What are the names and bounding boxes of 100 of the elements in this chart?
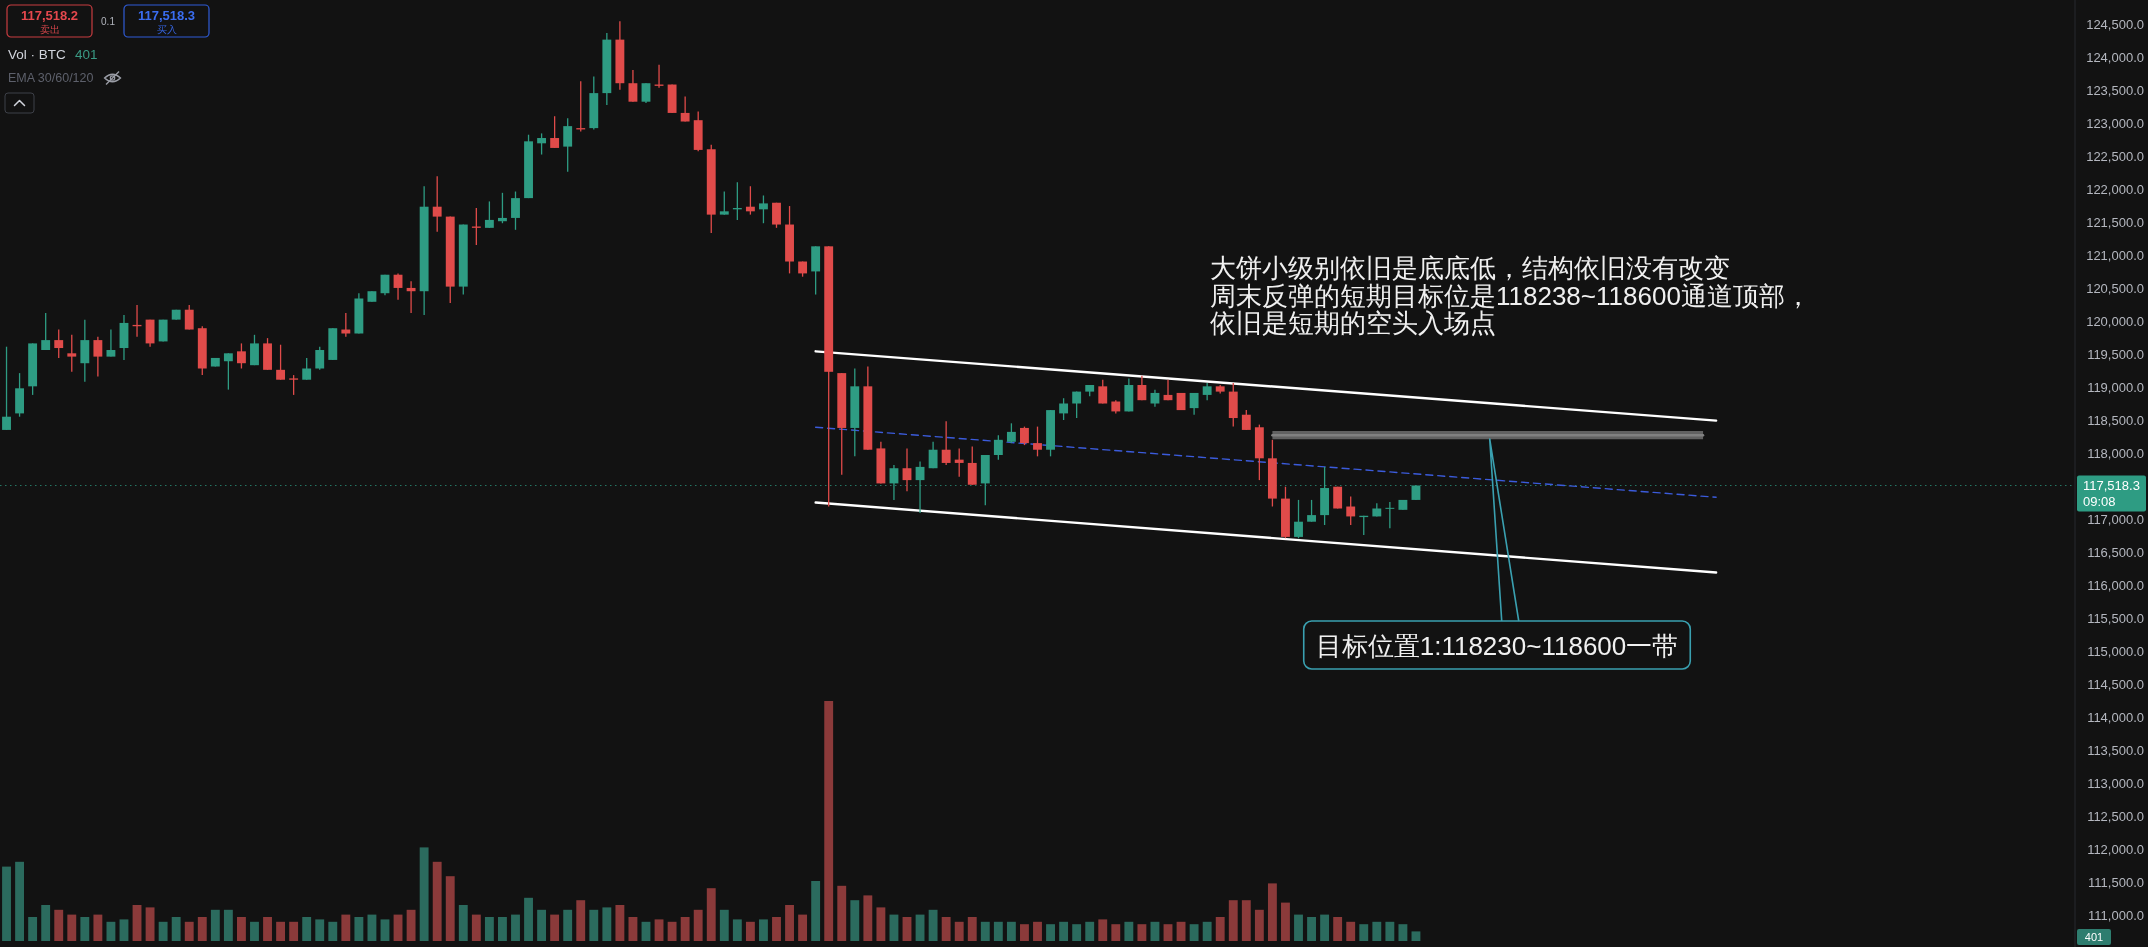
bar: [745, 921, 755, 941]
bar: [1372, 921, 1382, 941]
bar: [67, 914, 77, 941]
bar: [511, 914, 520, 941]
bar: [1359, 924, 1369, 941]
bar: [106, 921, 116, 941]
bar: [406, 909, 416, 941]
bar: [458, 905, 468, 941]
y-tick-label: 122,000.0: [2086, 182, 2144, 198]
bar: [876, 907, 886, 941]
bar: [184, 921, 194, 941]
bar: [54, 909, 64, 941]
bar: [28, 917, 38, 941]
bar: [785, 905, 794, 941]
y-tick-label: 120,500.0: [2086, 281, 2144, 297]
bar: [772, 917, 781, 941]
bar: [1033, 921, 1042, 941]
y-tick-label: 117,000.0: [2087, 512, 2144, 528]
bar: [576, 900, 586, 941]
y-tick-label: 113,500.0: [2087, 743, 2144, 759]
bar: [902, 917, 912, 941]
bar: [1085, 921, 1095, 941]
bar: [445, 876, 455, 941]
bar: [132, 905, 142, 941]
bar: [119, 919, 129, 941]
bar: [250, 921, 259, 941]
bar: [719, 909, 729, 941]
bar: [1281, 902, 1290, 941]
bar: [302, 917, 312, 941]
y-tick-label: 123,500.0: [2086, 82, 2144, 98]
bar: [628, 917, 638, 941]
bar: [1254, 909, 1264, 941]
bar: [1385, 921, 1395, 941]
bar: [824, 701, 834, 941]
bar: [1098, 919, 1108, 941]
bar: [1124, 921, 1134, 941]
bar: [667, 921, 677, 941]
bar: [1202, 921, 1212, 941]
bar: [928, 909, 938, 941]
bar: [93, 914, 103, 941]
bar: [941, 917, 951, 941]
bar: [145, 907, 155, 941]
bar: [980, 921, 990, 941]
y-tick-label: 111,500.0: [2088, 875, 2144, 891]
bar: [171, 917, 181, 941]
y-tick-label: 118,000.0: [2087, 446, 2144, 462]
bar: [484, 917, 494, 941]
bar: [1072, 924, 1082, 941]
bar: [15, 861, 25, 941]
y-tick-label: 123,000.0: [2086, 115, 2144, 131]
bar: [524, 897, 533, 941]
bar: [289, 921, 299, 941]
bar: [471, 914, 481, 941]
bar: [498, 917, 507, 941]
bar: [1333, 917, 1343, 941]
y-tick-label: 120,000.0: [2086, 314, 2144, 330]
bar: [693, 909, 703, 941]
bar: [863, 895, 873, 941]
annotation: 目标位置1:118230~118600一带: [1315, 631, 1679, 661]
bar: [328, 921, 338, 941]
bar: [850, 900, 860, 941]
bar: [615, 905, 625, 941]
bar: [732, 919, 742, 941]
y-tick-label: 115,500.0: [2087, 611, 2144, 627]
bar: [1307, 917, 1316, 941]
y-tick-label: 112,000.0: [2087, 842, 2144, 858]
annotation: 买入: [156, 23, 177, 35]
bar: [380, 919, 390, 941]
y-tick-label: 121,000.0: [2086, 248, 2144, 264]
y-tick-label: 115,000.0: [2087, 644, 2144, 660]
note-text: 大饼小级别依旧是底底低，结构依旧没有改变 周末反弹的短期目标位是118238~118600通道顶部， 依旧是短期的空头入场点: [1210, 253, 1811, 338]
bar: [537, 909, 547, 941]
y-tick-label: 119,000.0: [2087, 380, 2144, 396]
bar: [759, 919, 768, 941]
bar: [197, 917, 207, 941]
bar: [1267, 883, 1277, 941]
y-tick-label: 111,000.0: [2088, 908, 2144, 924]
bar: [276, 921, 286, 941]
bar: [432, 861, 442, 941]
y-tick-label: 116,000.0: [2087, 578, 2144, 594]
y-tick-label: 119,500.0: [2087, 347, 2144, 363]
bar: [1228, 900, 1238, 941]
bar: [602, 907, 612, 941]
bar: [993, 921, 1003, 941]
bar: [680, 917, 690, 941]
bar: [1111, 924, 1121, 941]
annotation: 卖出: [39, 23, 60, 35]
y-tick-label: 112,500.0: [2087, 809, 2144, 825]
bar: [1346, 921, 1356, 941]
y-tick-label: 121,500.0: [2086, 215, 2144, 231]
bar: [315, 919, 325, 941]
bar: [354, 917, 364, 941]
bar: [1294, 914, 1303, 941]
bar: [80, 917, 90, 941]
bar: [341, 914, 351, 941]
bar: [263, 917, 272, 941]
bar: [1215, 917, 1225, 941]
last-price-label: 117,518.3 09:08: [2077, 475, 2146, 512]
y-tick-label: 118,500.0: [2087, 413, 2144, 429]
bar: [1046, 924, 1055, 941]
